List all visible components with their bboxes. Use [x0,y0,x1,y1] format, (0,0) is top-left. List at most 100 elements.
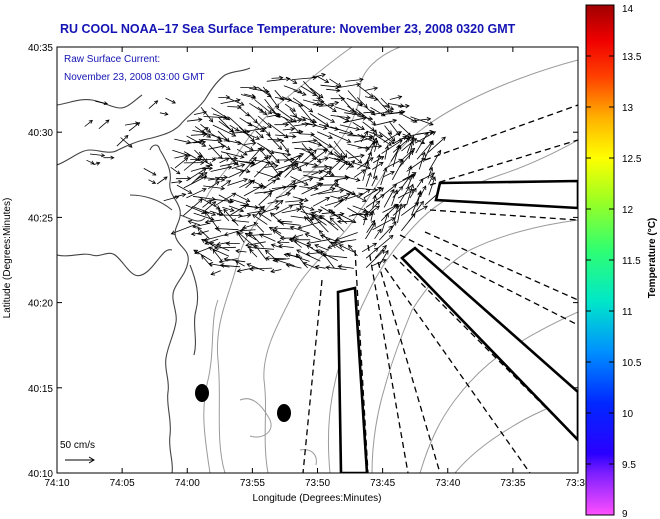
current-vector [397,203,403,223]
current-vector [380,97,390,108]
current-vector [98,119,110,130]
current-vector [285,198,304,204]
current-vector [223,208,239,226]
current-vector [393,204,400,223]
current-vector [202,199,212,208]
x-tick-label: 73:50 [305,478,330,489]
current-vector [213,245,236,251]
current-vector [314,244,329,251]
current-vector [213,192,237,207]
current-vector [381,212,390,233]
current-vector [307,122,328,130]
current-vector [339,124,361,131]
current-vector [318,170,332,181]
current-vector [283,155,302,173]
current-vector [242,224,255,230]
current-vector [337,264,354,269]
current-vector [299,205,314,224]
current-vector [365,86,379,91]
current-vector [300,85,318,96]
current-vector [356,157,374,170]
current-vector [271,75,284,81]
current-vector [272,229,286,240]
scale-arrow [65,456,95,464]
current-vector [293,90,307,96]
current-vector [345,77,364,83]
current-vector [372,217,396,231]
current-vector [408,165,413,176]
current-vector [398,103,410,109]
current-vector [259,233,276,242]
current-vector [381,139,403,154]
current-vector [249,248,258,258]
y-axis: 40:35 40:30 40:25 40:20 40:15 40:10 [28,43,578,480]
x-tick-label: 74:05 [110,478,135,489]
current-vector [338,244,354,253]
current-vector [418,151,426,170]
current-vector [408,140,415,160]
current-vector [210,132,222,140]
current-vector [257,115,272,129]
current-vector [186,117,203,123]
current-vector [199,158,213,167]
current-vector [334,232,358,242]
current-vector [282,126,296,132]
current-vector [373,153,381,179]
current-vector [223,257,246,263]
current-vector [230,204,248,216]
current-vector [193,249,213,262]
current-vector [373,118,398,126]
current-vector [255,130,264,139]
current-vector [234,139,254,151]
current-vector [316,75,330,83]
current-vector [214,226,239,231]
current-vector [337,219,353,224]
y-tick-label: 40:30 [28,128,53,139]
current-vector [265,179,277,187]
scale-label: 50 cm/s [60,440,95,451]
current-vector [416,178,424,188]
current-vector [120,137,133,148]
current-vector [370,210,375,222]
current-vector [235,260,245,267]
colorbar-label: Temperature (°C) [647,218,658,299]
current-vector [84,119,93,127]
current-vector [327,100,340,106]
current-vector [263,185,287,194]
current-vector [330,241,345,252]
current-vector [257,106,268,116]
station-dot [277,404,291,422]
current-vector [185,204,206,215]
current-vector [365,200,381,217]
current-vector [219,263,241,268]
current-vector [220,98,241,104]
current-vector [312,197,331,207]
current-vector [304,233,321,241]
current-vector [294,147,314,152]
x-tick-label: 73:45 [370,478,395,489]
current-vector [290,176,309,186]
current-vector [285,263,302,269]
x-tick-label: 74:10 [44,478,69,489]
current-vector [273,225,294,231]
current-vector [156,176,168,185]
current-vector [388,220,397,234]
current-vector [170,166,181,175]
current-vector [411,191,422,216]
y-axis-label: Latitude (Degrees:Minutes) [2,198,13,319]
current-vector [400,213,416,232]
current-vector [217,175,229,180]
colorbar-tick-label: 11.5 [622,256,641,267]
colorbar-tick-label: 11 [622,307,633,318]
current-vector [372,109,394,115]
current-vector [347,153,365,159]
current-vector [267,134,283,150]
current-vector [406,137,414,154]
y-tick-label: 40:20 [28,299,53,310]
current-vector [208,246,230,257]
current-vector [301,116,318,124]
colorbar-ticks: 14 13.5 13 12.5 12 11.5 11 10.5 10 9.5 9 [586,4,642,519]
current-vector [245,179,256,189]
coastline [57,67,251,473]
current-vector [361,242,378,253]
